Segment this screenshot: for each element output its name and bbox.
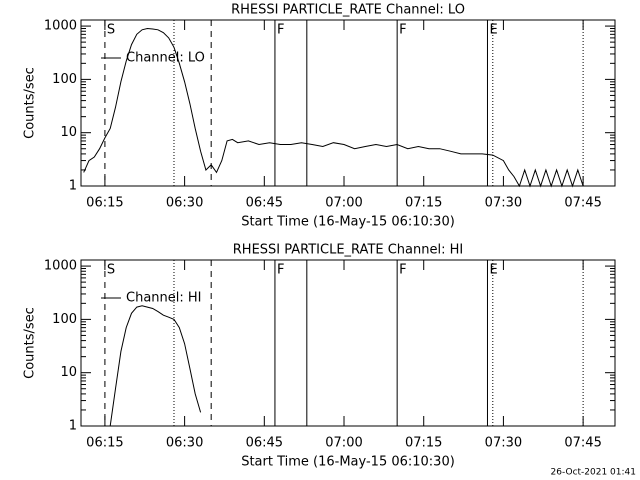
x-tick-label: 06:15 [86, 196, 123, 211]
event-label: F [277, 263, 284, 278]
data-line [109, 305, 202, 427]
x-tick-label: 07:00 [325, 196, 362, 211]
y-tick-label: 1000 [44, 19, 77, 34]
x-tick-label: 07:30 [485, 196, 522, 211]
x-tick-label: 06:45 [246, 436, 283, 451]
y-tick-label: 10 [60, 125, 77, 140]
x-tick-label: 06:30 [166, 196, 203, 211]
x-tick-label: 06:30 [166, 436, 203, 451]
legend-label: Channel: HI [126, 291, 202, 306]
event-label: F [399, 263, 406, 278]
y-tick-label: 100 [52, 72, 77, 87]
event-label: F [277, 23, 284, 38]
x-axis-label: Start Time (16-May-15 06:10:30) [241, 215, 455, 230]
y-axis-label: Counts/sec [23, 67, 38, 139]
chart-title: RHESSI PARTICLE_RATE Channel: HI [233, 243, 463, 258]
x-axis-label: Start Time (16-May-15 06:10:30) [241, 455, 455, 470]
x-tick-label: 07:30 [485, 436, 522, 451]
event-label: S [107, 263, 115, 278]
y-tick-label: 1000 [44, 259, 77, 274]
x-tick-label: 07:00 [325, 436, 362, 451]
x-tick-label: 06:45 [246, 196, 283, 211]
x-tick-label: 07:45 [564, 196, 601, 211]
x-tick-label: 07:15 [405, 196, 442, 211]
y-tick-label: 100 [52, 312, 77, 327]
x-tick-label: 07:45 [564, 436, 601, 451]
y-axis-label: Counts/sec [23, 307, 38, 379]
y-tick-label: 10 [60, 365, 77, 380]
legend-label: Channel: LO [126, 51, 205, 66]
x-tick-label: 06:15 [86, 436, 123, 451]
footer: 26-Oct-2021 01:41 [551, 468, 636, 478]
data-line [83, 27, 584, 188]
event-label: S [107, 23, 115, 38]
plot-frame [80, 19, 616, 187]
y-tick-label: 1 [69, 179, 77, 194]
plot-frame [80, 259, 616, 427]
event-label: E [489, 263, 497, 278]
event-label: F [399, 23, 406, 38]
chart-title: RHESSI PARTICLE_RATE Channel: LO [231, 3, 465, 18]
event-label: E [489, 23, 497, 38]
x-tick-label: 07:15 [405, 436, 442, 451]
y-tick-label: 1 [69, 419, 77, 434]
